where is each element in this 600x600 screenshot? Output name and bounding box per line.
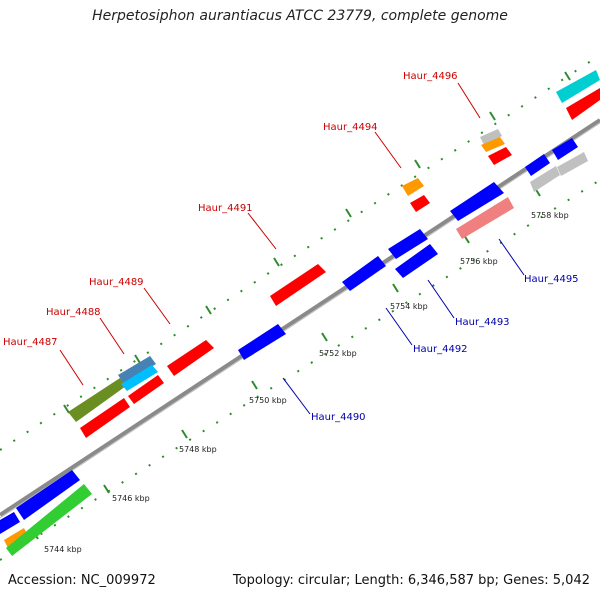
leader-haur-4493 [427, 279, 455, 319]
gene-haur-4493a [388, 229, 428, 259]
reverse-gene-labels: Haur_4490 Haur_4492 Haur_4493 Haur_4495 [311, 274, 579, 423]
forward-leaders [59, 82, 481, 386]
label-haur-4494: Haur_4494 [323, 122, 378, 133]
leader-haur-4495 [498, 238, 525, 276]
topology-text: Topology: circular; Length: 6,346,587 bp… [232, 573, 590, 588]
tick-label-5752: 5752 kbp [319, 349, 357, 358]
gene-blue-left-big [16, 470, 80, 520]
gene-haur-4496 [480, 129, 502, 145]
forward-gene-labels: Haur_4487 Haur_4488 Haur_4489 Haur_4491 … [3, 71, 458, 348]
gene-grey-4497d [557, 152, 588, 176]
gene-red-4489a [128, 375, 164, 404]
gene-blue-left-small [0, 512, 20, 534]
label-haur-4490: Haur_4490 [311, 412, 366, 423]
leader-haur-4488 [99, 317, 125, 355]
outer-tick-8 [564, 71, 571, 81]
gene-haur-4494 [402, 178, 424, 196]
gene-haur-4495 [456, 197, 514, 239]
gene-green-left [6, 484, 92, 556]
gene-red-top [566, 88, 600, 120]
gene-grey-4497c [530, 166, 560, 192]
tick-5752 [321, 332, 328, 342]
gene-red-4496c [488, 147, 512, 165]
outer-tick-6 [414, 159, 421, 169]
tick-label-5750: 5750 kbp [249, 396, 287, 405]
gene-red-4486 [80, 398, 130, 438]
tick-label-5748: 5748 kbp [179, 445, 217, 454]
leader-haur-4496 [457, 82, 481, 119]
outer-tick-5 [345, 208, 352, 218]
label-haur-4493: Haur_4493 [455, 317, 510, 328]
outer-dotted-track [0, 54, 600, 451]
leader-haur-4492 [385, 307, 413, 346]
accession-text: Accession: NC_009972 [8, 573, 156, 588]
leader-haur-4489 [143, 287, 171, 325]
inner-dotted-track [0, 179, 600, 561]
gene-haur-4491 [270, 264, 326, 306]
outer-tick-1 [63, 404, 70, 414]
tick-5746 [103, 484, 110, 494]
label-haur-4492: Haur_4492 [413, 344, 468, 355]
reverse-genes [0, 138, 588, 556]
gene-haur-4492 [342, 256, 386, 291]
tick-label-5746: 5746 kbp [112, 494, 150, 503]
tick-5754 [392, 283, 399, 293]
gene-blue-4497b [552, 138, 578, 160]
outer-tick-2 [134, 354, 141, 364]
reverse-leaders [282, 238, 525, 415]
forward-genes [68, 70, 600, 438]
genome-backbone-shadow [0, 122, 600, 519]
outer-tick-3 [205, 305, 212, 315]
label-haur-4487: Haur_4487 [3, 337, 58, 348]
outer-tick-7 [489, 111, 496, 121]
label-haur-4491: Haur_4491 [198, 203, 253, 214]
label-haur-4496: Haur_4496 [403, 71, 458, 82]
label-haur-4488: Haur_4488 [46, 307, 101, 318]
tick-5748 [181, 429, 188, 439]
leader-haur-4490 [282, 377, 311, 415]
gene-haur-4487 [68, 378, 126, 422]
outer-tick-4 [273, 257, 280, 267]
gene-haur-4490 [238, 324, 286, 360]
gene-blue-4495a [450, 182, 504, 221]
label-haur-4489: Haur_4489 [89, 277, 144, 288]
leader-haur-4491 [247, 212, 277, 250]
tick-label-5744: 5744 kbp [44, 545, 82, 554]
gene-orange-4496b [481, 137, 505, 152]
leader-haur-4487 [59, 349, 84, 386]
gene-haur-4488 [118, 356, 156, 384]
tick-5750 [251, 380, 258, 390]
gene-haur-4489 [167, 340, 214, 376]
leader-haur-4494 [374, 131, 402, 169]
scale-ticks [32, 71, 571, 540]
map-title: Herpetosiphon aurantiacus ATCC 23779, co… [92, 8, 508, 24]
tick-label-5758: 5758 kbp [531, 211, 569, 220]
gene-orange-left [4, 528, 28, 548]
gene-blue-4497a [525, 154, 550, 176]
gene-cyan-top [556, 70, 600, 103]
gene-red-4494b [410, 195, 430, 212]
gene-haur-4493 [395, 244, 438, 278]
genome-backbone [0, 118, 600, 517]
label-haur-4495: Haur_4495 [524, 274, 579, 285]
tick-labels: 5744 kbp 5746 kbp 5748 kbp 5750 kbp 5752… [44, 211, 569, 554]
gene-haur-4488b [121, 365, 158, 391]
tick-label-5754: 5754 kbp [390, 302, 428, 311]
tick-label-5756: 5756 kbp [460, 257, 498, 266]
